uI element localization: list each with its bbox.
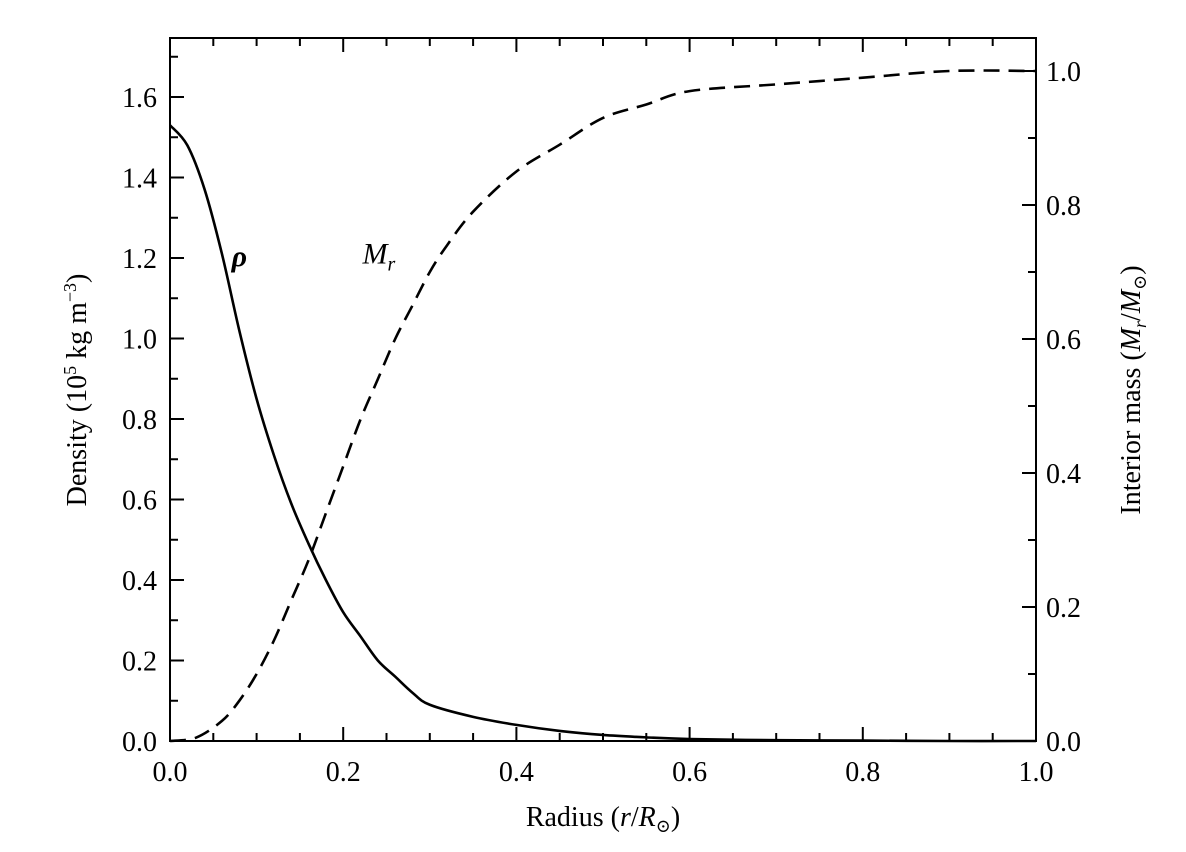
y-right-tick-label: 0.0: [1046, 727, 1081, 758]
y-right-tick-label: 0.6: [1046, 325, 1081, 356]
y-left-ticks: 0.0 0.2 0.4 0.6 0.8 1.0 1.2 1.4 1.6: [122, 55, 184, 758]
y-left-tick-label: 0.4: [122, 566, 157, 597]
interior-mass-curve: [169, 69, 1037, 743]
series-label-rho: ρ: [231, 240, 247, 273]
y-left-tick-label: 0.2: [122, 647, 157, 678]
x-axis-label: Radius (r/R⊙): [526, 802, 680, 836]
x-tick-label: 0.6: [672, 757, 707, 788]
x-tick-label: 1.0: [1019, 757, 1054, 788]
series-label-mr: Mr: [361, 237, 395, 275]
y-right-tick-label: 0.2: [1046, 593, 1081, 624]
y-right-axis-label: Interior mass (Mr/M⊙): [1116, 265, 1150, 514]
y-left-tick-label: 0.0: [122, 727, 157, 758]
density-curve: [169, 124, 1037, 743]
x-ticks: 0.0 0.2 0.4 0.6 0.8 1.0: [153, 38, 1054, 788]
x-tick-label: 0.2: [326, 757, 361, 788]
y-left-tick-label: 1.0: [122, 325, 157, 356]
y-right-tick-label: 0.8: [1046, 191, 1081, 222]
y-left-tick-label: 0.6: [122, 486, 157, 517]
y-right-tick-label: 1.0: [1046, 57, 1081, 88]
x-tick-label: 0.4: [499, 757, 534, 788]
y-right-tick-label: 0.4: [1046, 459, 1081, 490]
x-tick-label: 0.8: [845, 757, 880, 788]
y-right-ticks: 0.0 0.2 0.4 0.6 0.8 1.0: [1022, 57, 1081, 758]
y-left-tick-label: 1.2: [122, 244, 157, 275]
y-left-axis-label: Density (105 kg m−3): [60, 274, 93, 507]
y-left-tick-label: 1.4: [122, 164, 157, 195]
y-left-tick-label: 0.8: [122, 405, 157, 436]
plot-frame: [169, 37, 1037, 742]
series-layer: [169, 69, 1037, 743]
x-tick-label: 0.0: [153, 757, 188, 788]
y-left-tick-label: 1.6: [122, 83, 157, 114]
